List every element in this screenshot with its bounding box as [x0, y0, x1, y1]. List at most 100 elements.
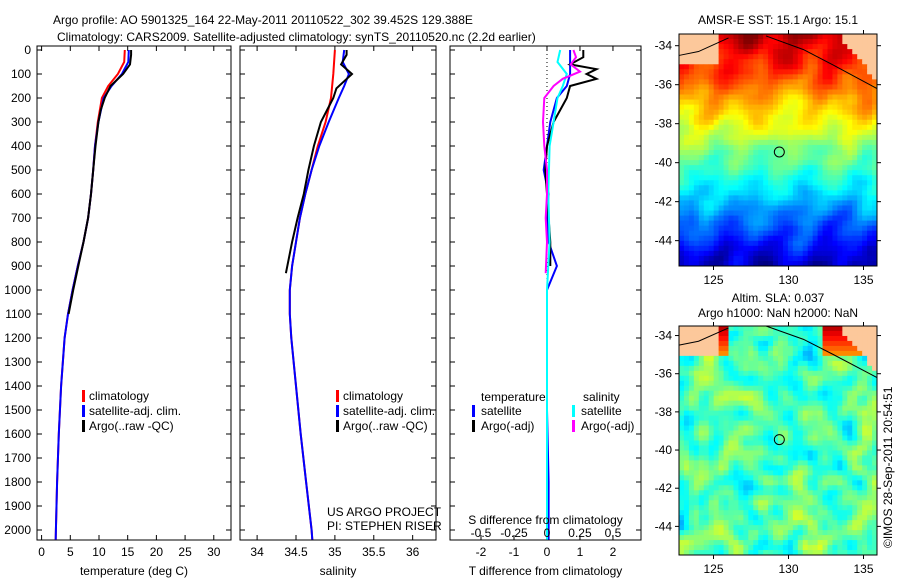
legend-entry: satellite [481, 404, 522, 418]
map-title: Altim. SLA: 0.037 [732, 291, 825, 305]
map-y-tick-label: -42 [655, 195, 673, 209]
coastline [765, 325, 878, 378]
legend-swatch [572, 420, 575, 432]
map-y-tick-label: -44 [655, 519, 673, 533]
legend-entry: satellite-adj. clim. [89, 404, 181, 418]
legend-header: salinity [583, 390, 620, 404]
x-tick-label: -2 [476, 545, 487, 559]
map-field [679, 326, 878, 556]
map-frame [678, 33, 878, 267]
y-tick-label: 400 [11, 139, 31, 153]
y-tick-label: 600 [11, 187, 31, 201]
legend-swatch [336, 405, 339, 417]
x-tick-label: 25 [178, 545, 192, 559]
series-line-argo [284, 50, 354, 274]
y-tick-label: 800 [11, 235, 31, 249]
x-tick-label: 10 [92, 545, 106, 559]
series-line-sal_argo [541, 49, 582, 274]
legend-entry: Argo(..raw -QC) [89, 419, 174, 433]
figure-title-line2: Climatology: CARS2009. Satellite-adjuste… [57, 30, 536, 44]
x2-axis-label: S difference from climatology [468, 513, 623, 527]
series-line-satellite [288, 49, 350, 540]
y-tick-label: 1800 [4, 475, 31, 489]
y-tick-label: 2000 [4, 523, 31, 537]
series-line-climatology [54, 49, 126, 540]
map-y-tick-label: -38 [655, 405, 673, 419]
map-field [679, 34, 878, 267]
series-line-argo [67, 50, 133, 315]
map-y-tick-label: -36 [655, 78, 673, 92]
y-tick-label: 900 [11, 259, 31, 273]
project-annotation: US ARGO PROJECT [327, 505, 442, 519]
legend-entry: climatology [343, 389, 403, 403]
y-tick-label: 100 [11, 67, 31, 81]
axes-frame [36, 45, 232, 541]
panel-temperature [36, 45, 232, 541]
x-tick-label: 1 [577, 545, 584, 559]
x-tick-label: 34 [250, 545, 264, 559]
legend-swatch [472, 420, 475, 432]
x-tick-label: 20 [150, 545, 164, 559]
x-axis-label: T difference from climatology [469, 564, 623, 578]
map-y-tick-label: -38 [655, 117, 673, 131]
figure-title-line1: Argo profile: AO 5901325_164 22-May-2011… [53, 13, 473, 27]
map-y-tick-label: -40 [655, 443, 673, 457]
panel-salinity [239, 45, 437, 541]
x-tick-label: 0 [544, 545, 551, 559]
y-tick-label: 1600 [4, 427, 31, 441]
x-tick-label: 35.5 [362, 545, 386, 559]
map-x-tick-label: 125 [703, 562, 723, 576]
x-tick-label: 36 [406, 545, 420, 559]
map-y-tick-label: -34 [655, 39, 673, 53]
axes-frame [239, 45, 437, 541]
series-line-satellite [54, 49, 130, 540]
map-y-tick-label: -34 [655, 329, 673, 343]
y-tick-label: 1500 [4, 403, 31, 417]
x-tick-label: 2 [610, 545, 617, 559]
coastline [678, 37, 729, 56]
x2-tick-label: 0.25 [568, 526, 592, 540]
coastline [765, 35, 878, 90]
x-axis-label: temperature (deg C) [80, 564, 188, 578]
map-x-tick-label: 135 [853, 273, 873, 287]
legend-swatch [82, 405, 85, 417]
y-tick-label: 1900 [4, 499, 31, 513]
legend-entry: climatology [89, 389, 149, 403]
x2-tick-label: -0.25 [500, 526, 528, 540]
pi-annotation: PI: STEPHEN RISER [327, 519, 442, 533]
series-line-argo [544, 50, 600, 266]
map-y-tick-label: -44 [655, 234, 673, 248]
y-tick-label: 700 [11, 211, 31, 225]
map-sla [675, 322, 881, 559]
map-y-tick-label: -42 [655, 481, 673, 495]
y-tick-label: 0 [24, 43, 31, 57]
y-tick-label: 1700 [4, 451, 31, 465]
y-tick-label: 1000 [4, 283, 31, 297]
x2-tick-label: 0 [544, 526, 551, 540]
y-tick-label: 500 [11, 163, 31, 177]
legend-entry: satellite [581, 404, 622, 418]
y-tick-label: 300 [11, 115, 31, 129]
map-x-tick-label: 130 [778, 562, 798, 576]
legend-swatch [472, 405, 475, 417]
map-x-tick-label: 135 [853, 562, 873, 576]
x-tick-label: 15 [121, 545, 135, 559]
map-x-tick-label: 130 [778, 273, 798, 287]
map-y-tick-label: -36 [655, 367, 673, 381]
x-tick-label: 0 [38, 545, 45, 559]
legend-swatch [336, 390, 339, 402]
x-tick-label: 5 [67, 545, 74, 559]
x-tick-label: 35 [328, 545, 342, 559]
x-tick-label: 30 [207, 545, 221, 559]
y-tick-label: 1100 [5, 307, 31, 321]
legend-header: temperature [481, 390, 546, 404]
imos-timestamp: ©IMOS 28-Sep-2011 20:54:51 [881, 386, 895, 548]
legend-swatch [336, 420, 339, 432]
legend-entry: satellite-adj. clim. [343, 404, 435, 418]
map-frame [678, 325, 878, 556]
x-tick-label: -1 [509, 545, 520, 559]
map-sst [675, 30, 881, 270]
x-axis-label: salinity [320, 564, 357, 578]
legend-entry: Argo(-adj) [481, 419, 534, 433]
